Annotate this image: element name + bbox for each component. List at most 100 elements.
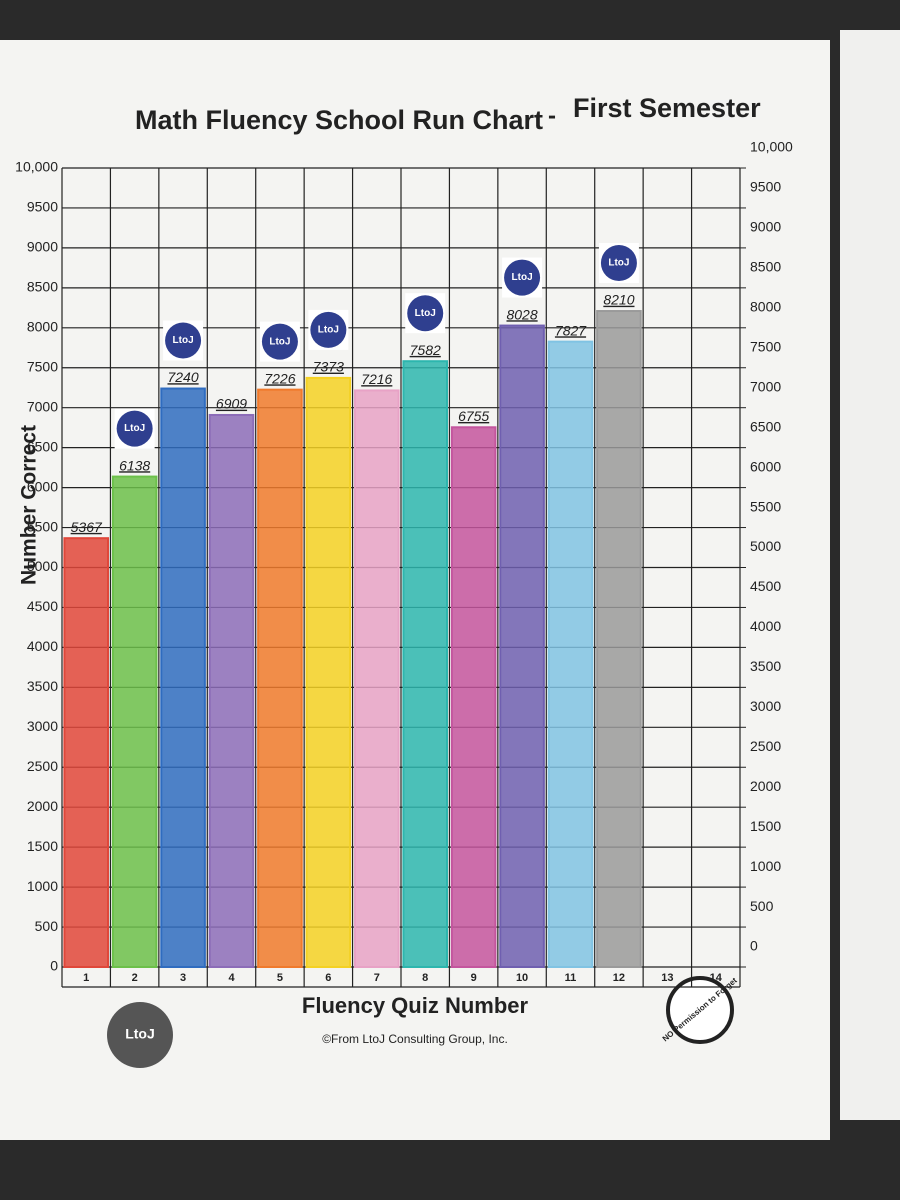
badge-text: LtoJ	[269, 336, 290, 347]
y2-tick-label: 10,000	[750, 139, 793, 155]
stamp	[666, 976, 734, 1044]
x-tick-label: 14	[710, 972, 723, 984]
logo	[107, 1002, 173, 1068]
bar	[208, 413, 255, 968]
y2-tick-label: 3000	[750, 698, 781, 714]
value-label: 7582	[410, 342, 441, 358]
badge	[600, 245, 637, 282]
x-tick-label: 12	[613, 972, 625, 984]
y2-tick-label: 0	[750, 938, 758, 954]
x-tick-label: 7	[374, 972, 380, 984]
badge	[261, 323, 298, 360]
y2-tick-label: 1500	[750, 818, 781, 834]
value-label: 5367	[71, 519, 103, 535]
value-label: 6909	[216, 396, 247, 412]
y2-tick-label: 8000	[750, 299, 781, 315]
x-tick-label: 1	[83, 972, 89, 984]
y2-tick-label: 9500	[750, 179, 781, 195]
bar	[450, 426, 497, 968]
y2-tick-label: 4000	[750, 618, 781, 634]
y-tick-label: 7000	[27, 398, 58, 414]
value-label: 7240	[167, 369, 198, 385]
bar	[305, 376, 352, 969]
y-axis-label: Number Correct	[18, 425, 41, 585]
x-tick-label: 10	[516, 972, 528, 984]
x-tick-label: 2	[132, 972, 138, 984]
x-tick-label: 11	[565, 972, 577, 984]
y-tick-label: 7500	[27, 358, 58, 374]
y-tick-label: 9500	[27, 199, 58, 215]
y-tick-label: 5000	[27, 558, 58, 574]
badge-text: LtoJ	[318, 325, 339, 336]
chart-subtitle: First Semester	[573, 93, 761, 123]
logo-text: LtoJ	[125, 1026, 155, 1042]
bar	[402, 360, 449, 969]
y-tick-label: 0	[50, 958, 58, 974]
bar	[257, 388, 303, 969]
footer: ©From LtoJ Consulting Group, Inc.	[322, 1032, 508, 1046]
badge-text: LtoJ	[415, 308, 436, 319]
y-tick-label: 2000	[27, 798, 58, 814]
y2-tick-label: 2500	[750, 738, 781, 754]
value-label: 7226	[264, 370, 295, 386]
x-tick-label: 4	[228, 972, 235, 984]
badge-text: LtoJ	[608, 258, 629, 269]
x-tick-label: 13	[661, 972, 673, 984]
value-label: 6755	[458, 408, 489, 424]
y-tick-label: 2500	[27, 758, 58, 774]
value-label: 6138	[119, 457, 150, 473]
y-tick-label: 8500	[27, 279, 58, 295]
value-label: 7373	[313, 359, 344, 375]
y-tick-label: 3500	[27, 678, 58, 694]
y-tick-label: 500	[35, 918, 59, 934]
y-tick-label: 6500	[27, 438, 58, 454]
bar	[160, 387, 206, 968]
y2-tick-label: 1000	[750, 858, 781, 874]
next-sheet	[840, 30, 900, 1120]
badge-text: LtoJ	[173, 335, 194, 346]
y-tick-label: 5500	[27, 518, 58, 534]
x-tick-label: 3	[180, 972, 186, 984]
y-tick-label: 9000	[27, 239, 58, 255]
x-tick-label: 9	[471, 972, 477, 984]
bar	[111, 475, 158, 968]
y2-tick-label: 6000	[750, 458, 781, 474]
y2-tick-label: 500	[750, 898, 774, 914]
y-tick-label: 4500	[27, 598, 58, 614]
title-dash: -	[548, 102, 556, 129]
x-tick-label: 5	[277, 972, 283, 984]
y-tick-label: 6000	[27, 478, 58, 494]
x-axis-label: Fluency Quiz Number	[302, 993, 529, 1018]
bar	[63, 537, 110, 968]
y2-tick-label: 2000	[750, 778, 781, 794]
badge	[165, 322, 202, 359]
x-tick-label: 6	[325, 972, 331, 984]
badge	[407, 295, 444, 332]
badge	[504, 259, 541, 296]
bar	[596, 310, 642, 968]
y2-tick-label: 4500	[750, 578, 781, 594]
bar	[353, 389, 400, 968]
y2-tick-label: 9000	[750, 219, 781, 235]
y2-tick-label: 7000	[750, 378, 781, 394]
badge	[310, 311, 347, 348]
x-tick-label: 8	[422, 972, 428, 984]
chart-title: Math Fluency School Run Chart	[135, 105, 543, 135]
value-label: 7216	[361, 371, 392, 387]
y-tick-label: 10,000	[15, 159, 58, 175]
value-label: 8028	[506, 306, 537, 322]
y2-tick-label: 8500	[750, 259, 781, 275]
y2-tick-label: 3500	[750, 658, 781, 674]
bar	[547, 340, 594, 969]
y2-tick-label: 7500	[750, 338, 781, 354]
y-tick-label: 1000	[27, 878, 58, 894]
y-tick-label: 1500	[27, 838, 58, 854]
badge-text: LtoJ	[512, 272, 533, 283]
badge	[116, 410, 153, 447]
y2-tick-label: 5500	[750, 498, 781, 514]
y-tick-label: 4000	[27, 638, 58, 654]
y2-tick-label: 6500	[750, 418, 781, 434]
value-label: 8210	[603, 292, 634, 308]
